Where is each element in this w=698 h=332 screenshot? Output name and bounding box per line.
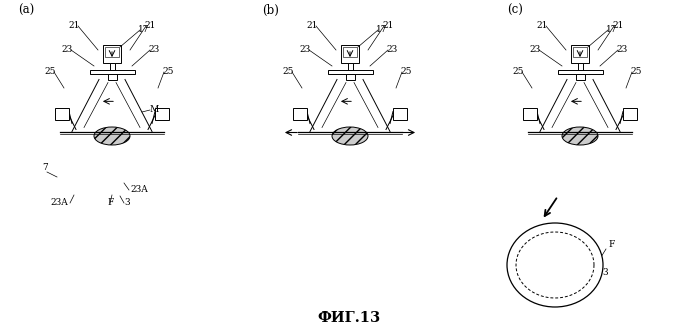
Bar — [105, 47, 119, 57]
Bar — [110, 63, 114, 70]
Text: 21: 21 — [68, 22, 80, 31]
Text: 25: 25 — [44, 67, 56, 76]
Ellipse shape — [94, 127, 130, 145]
Text: 21: 21 — [306, 22, 318, 31]
Text: 25: 25 — [282, 67, 294, 76]
Text: 23: 23 — [616, 45, 628, 54]
Text: 3: 3 — [602, 268, 608, 277]
Text: 21: 21 — [612, 22, 624, 31]
Ellipse shape — [332, 127, 368, 145]
Text: 21: 21 — [144, 22, 156, 31]
FancyBboxPatch shape — [55, 108, 69, 120]
Bar — [343, 47, 357, 57]
FancyBboxPatch shape — [293, 108, 307, 120]
Text: 21: 21 — [383, 22, 394, 31]
FancyBboxPatch shape — [523, 108, 537, 120]
Ellipse shape — [507, 223, 603, 307]
Bar — [103, 45, 121, 63]
Text: 25: 25 — [512, 67, 524, 76]
Text: 25: 25 — [162, 67, 174, 76]
Bar — [327, 70, 373, 73]
FancyBboxPatch shape — [623, 108, 637, 120]
Text: (a): (a) — [18, 4, 34, 17]
Text: 23A: 23A — [130, 185, 148, 194]
Bar — [571, 45, 589, 63]
Text: 23: 23 — [529, 45, 541, 54]
Bar — [348, 63, 352, 70]
Text: 7: 7 — [42, 163, 47, 172]
Text: 25: 25 — [630, 67, 641, 76]
Text: 23A: 23A — [50, 198, 68, 207]
Text: 17: 17 — [376, 26, 388, 35]
Text: 3: 3 — [124, 198, 130, 207]
Bar — [341, 45, 359, 63]
Text: 23: 23 — [387, 45, 398, 54]
Text: F: F — [608, 240, 614, 249]
Text: (c): (c) — [507, 4, 523, 17]
Text: M: M — [149, 106, 158, 115]
FancyBboxPatch shape — [155, 108, 169, 120]
Text: 23: 23 — [299, 45, 311, 54]
Bar — [107, 73, 117, 79]
Text: 17: 17 — [607, 26, 618, 35]
Bar — [573, 47, 587, 57]
Text: 17: 17 — [138, 26, 150, 35]
Text: 21: 21 — [536, 22, 548, 31]
Text: 25: 25 — [400, 67, 412, 76]
Bar — [577, 63, 583, 70]
Text: (b): (b) — [262, 4, 279, 17]
Text: 23: 23 — [61, 45, 73, 54]
Bar — [575, 73, 584, 79]
Ellipse shape — [562, 127, 598, 145]
Text: ФИГ.13: ФИГ.13 — [318, 311, 380, 325]
Bar — [558, 70, 602, 73]
Text: F: F — [107, 198, 113, 207]
FancyBboxPatch shape — [393, 108, 407, 120]
Text: 23: 23 — [149, 45, 160, 54]
Bar — [89, 70, 135, 73]
Bar — [346, 73, 355, 79]
